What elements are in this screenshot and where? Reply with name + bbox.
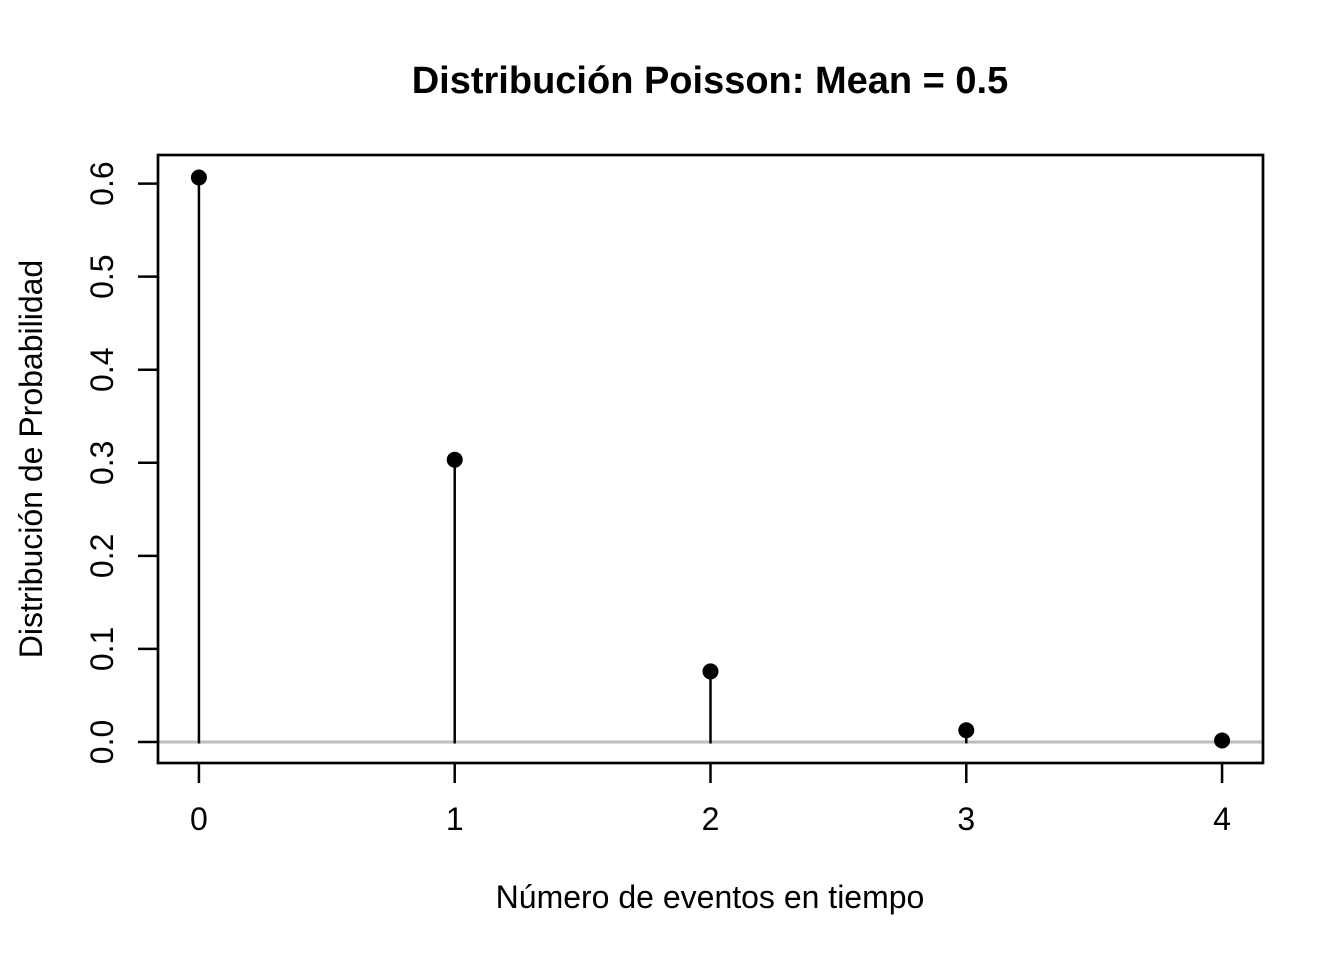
x-tick-label: 2 (702, 801, 720, 837)
x-tick-label: 0 (190, 801, 208, 837)
data-point (958, 722, 975, 739)
data-point (190, 169, 207, 186)
y-tick-label: 0.0 (84, 720, 120, 764)
x-axis: 0 1 2 3 4 (190, 763, 1231, 837)
x-axis-label: Número de eventos en tiempo (496, 879, 925, 915)
y-tick-label: 0.2 (84, 534, 120, 578)
y-tick-label: 0.4 (84, 347, 120, 391)
data-point (702, 663, 719, 680)
x-tick-label: 4 (1213, 801, 1231, 837)
y-tick-label: 0.3 (84, 441, 120, 485)
y-tick-label: 0.6 (84, 161, 120, 205)
data-point (1214, 732, 1231, 749)
points-group (190, 169, 1231, 749)
y-axis-label: Distribución de Probabilidad (13, 260, 49, 658)
x-tick-label: 3 (957, 801, 975, 837)
y-tick-label: 0.1 (84, 627, 120, 671)
stems-group (197, 177, 1224, 744)
chart-title: Distribución Poisson: Mean = 0.5 (412, 60, 1009, 102)
y-axis: 0.0 0.1 0.2 0.3 0.4 0.5 0.6 (84, 161, 158, 764)
data-point (446, 451, 463, 468)
y-tick-label: 0.5 (84, 254, 120, 298)
x-tick-label: 1 (446, 801, 464, 837)
